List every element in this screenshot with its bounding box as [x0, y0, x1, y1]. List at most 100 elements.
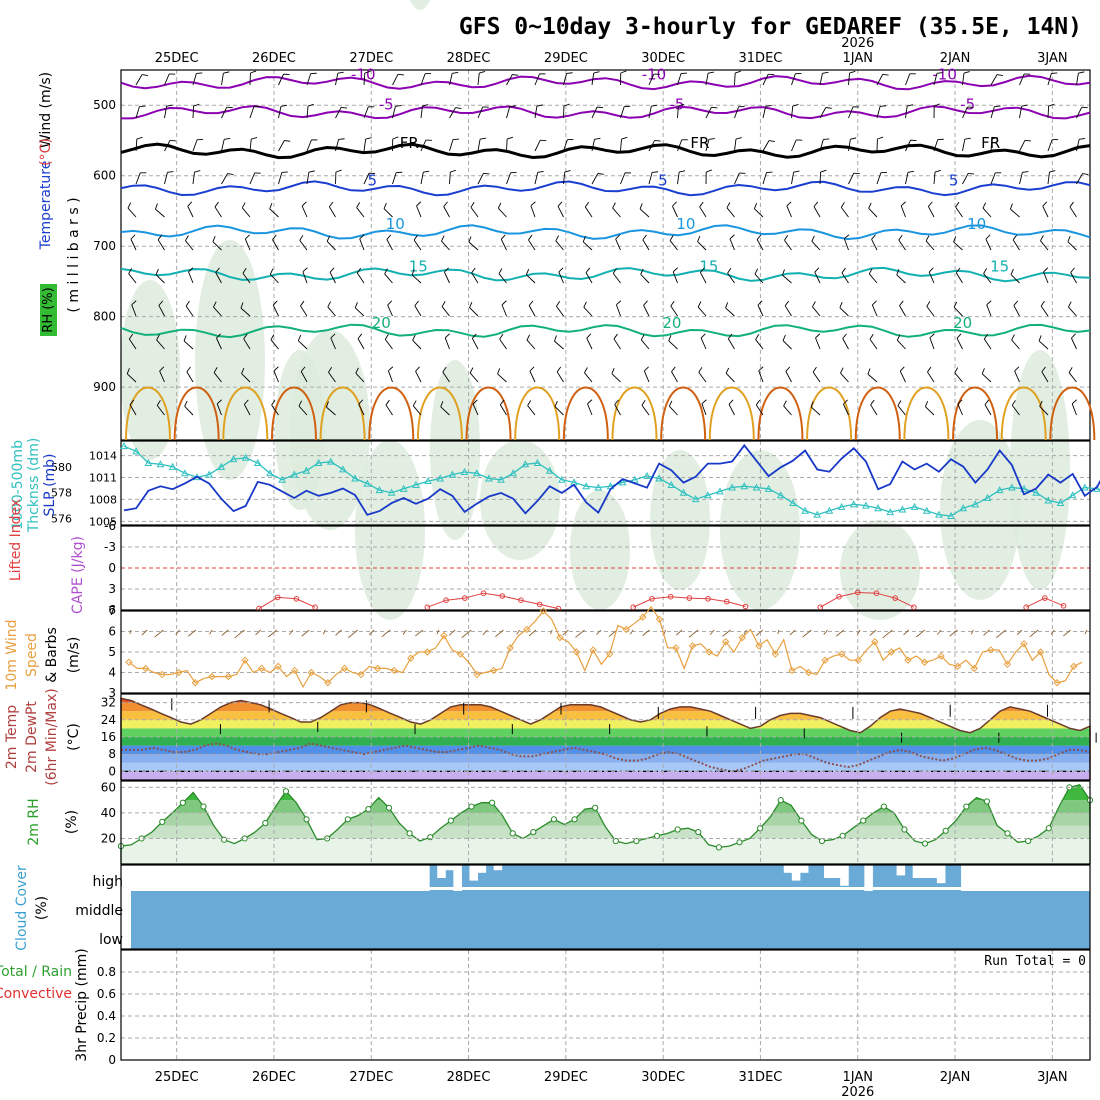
wind-barb-flag: [1078, 71, 1085, 74]
wind10m-barb: [857, 629, 861, 635]
thickness-point: [205, 470, 213, 478]
isotherm-label: 15: [409, 257, 428, 275]
date-label-top: 30DEC: [641, 51, 685, 66]
wind-barb: [335, 73, 339, 86]
wind-barb: [956, 338, 963, 350]
wind-barb-flag: [996, 74, 1003, 76]
warm-isotherm: [1000, 386, 1047, 441]
wind10m-barb: [528, 629, 537, 637]
wind-barb-flag: [357, 333, 363, 339]
wind-barb: [925, 240, 935, 251]
wind10m-barb: [1050, 629, 1055, 635]
thickness-point: [436, 474, 445, 482]
wind-barb: [990, 172, 996, 185]
wind-barb-flag: [707, 71, 715, 74]
wind-barb-flag: [850, 137, 857, 140]
wind-barb-flag: [839, 301, 843, 308]
wind-barb-flag: [328, 201, 334, 207]
wind-barb: [734, 172, 740, 185]
rh-point: [200, 803, 207, 810]
rh-shade: [570, 490, 630, 610]
wind-barb: [440, 406, 450, 416]
thickness-point: [630, 475, 639, 483]
warm-isotherm: [903, 386, 950, 441]
wind-barb: [416, 205, 422, 218]
temp-tick-label: 32: [101, 696, 116, 710]
rh-point: [901, 826, 908, 833]
cloud-gap: [227, 865, 237, 891]
wind-speed-point: [804, 668, 813, 677]
wind-barb-flag: [280, 104, 287, 107]
wind-barb: [506, 106, 511, 119]
wind-barb: [420, 106, 423, 119]
cloud-gap: [453, 865, 462, 891]
wind-barb: [298, 340, 308, 350]
temp-band: [121, 711, 1090, 720]
wind-barb: [842, 338, 849, 350]
warm-isotherm: [319, 386, 366, 441]
ylabel-precip: 3hr Precip (mm): [74, 948, 90, 1061]
wind-barb: [668, 405, 678, 416]
wind10m-barb: [777, 629, 780, 635]
cloud-gap: [437, 865, 446, 878]
wind-barb: [534, 106, 538, 119]
wind-barb-flag: [925, 235, 930, 242]
wind-barb: [848, 73, 850, 86]
wind-barb: [506, 74, 513, 86]
wind-speed-point: [191, 679, 200, 687]
precip-tick-label: 0.8: [97, 965, 116, 979]
wind-barb-flag: [471, 267, 476, 274]
date-label-top: 2JAN: [940, 51, 971, 66]
warm-isotherm: [660, 386, 707, 441]
date-label-top: 1JAN: [843, 51, 874, 66]
wind-barb-flag: [194, 170, 201, 173]
wind-speed-point: [705, 648, 713, 656]
wind-barb-flag: [1013, 300, 1019, 306]
wind-tick-label: 7: [108, 604, 116, 618]
wind-barb-flag: [849, 70, 856, 74]
wind-barb: [386, 239, 393, 251]
wind-barb: [1019, 106, 1023, 119]
wind-barb-flag: [159, 366, 165, 372]
wind-barb-flag: [166, 104, 173, 107]
wind10m-barb: [709, 629, 715, 635]
wind10m-barb: [823, 629, 828, 635]
rh-tick-label: 20: [101, 831, 116, 845]
wind-barb-flag: [754, 268, 759, 275]
wind-speed-point: [473, 670, 481, 679]
wind-barb: [640, 339, 650, 350]
wind-barb: [705, 139, 710, 152]
wind-barb-flag: [928, 201, 933, 207]
wind-barb: [387, 304, 393, 317]
li-point: [817, 604, 824, 611]
rh-point: [385, 804, 393, 811]
wind-barb-flag: [587, 399, 593, 405]
isotherm-15: [120, 266, 1091, 283]
thickness-point: [509, 469, 518, 477]
pressure-tick-label: 700: [93, 239, 116, 253]
wind-barb: [534, 172, 539, 185]
wind10m-barb: [915, 629, 926, 638]
wind-barb-flag: [509, 105, 516, 107]
wind-barb-flag: [130, 234, 136, 240]
wind-barb-flag: [953, 236, 957, 243]
li-point: [630, 604, 637, 611]
wind-barb: [615, 238, 621, 251]
thickness-point: [448, 470, 457, 478]
wind-barb: [762, 74, 769, 86]
wind-barb-flag: [792, 104, 799, 107]
wind10m-barb: [234, 629, 245, 639]
wind-barb: [355, 372, 365, 383]
wind-speed-point: [721, 638, 730, 646]
cloud-gap: [300, 865, 309, 891]
wind-barb-flag: [840, 202, 845, 208]
wind-barb: [585, 272, 593, 284]
rh2m-panel: 20 40 60 2m RH (%): [26, 780, 1094, 865]
wind-barb: [591, 106, 598, 119]
wind-barb-flag: [757, 300, 763, 306]
wind-barb-flag: [444, 267, 449, 273]
wind10m-barb: [835, 629, 845, 637]
wind-barb-flag: [240, 302, 244, 309]
wind-barb: [953, 307, 963, 317]
wind-barb: [814, 272, 821, 284]
